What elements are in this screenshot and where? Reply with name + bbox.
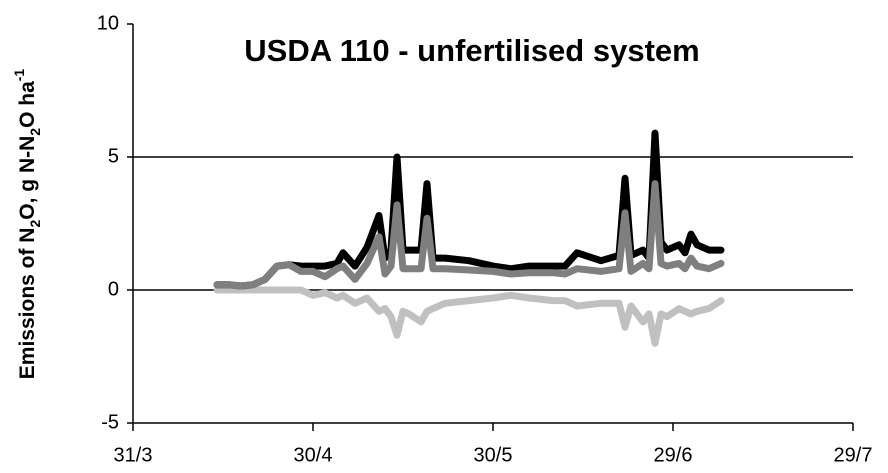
y-axis-label-part: 2 [27,128,43,136]
x-tick-label: 29/7 [834,444,873,466]
series-line [213,180,725,290]
x-tick-label: 30/4 [294,444,333,466]
series-line [213,286,725,347]
chart-title: USDA 110 - unfertilised system [244,33,699,68]
x-tick-label: 30/5 [474,444,513,466]
y-tick-label: -5 [101,411,119,433]
y-tick-label: 0 [108,278,119,300]
y-axis-label-part: O ha [16,81,39,128]
y-axis-label-part: -1 [11,69,27,82]
x-tick-label: 31/3 [114,444,153,466]
x-tick-label: 29/6 [654,444,693,466]
y-tick-label: 10 [97,12,119,34]
y-axis-label: Emissions of N2O, g N-N2O ha-1 [11,69,43,380]
y-axis-label-part: 2 [27,220,43,228]
y-axis-label-part: Emissions of N [16,228,39,380]
y-tick-label: 5 [108,145,119,167]
y-axis-label-part: O, g N-N [16,136,39,220]
